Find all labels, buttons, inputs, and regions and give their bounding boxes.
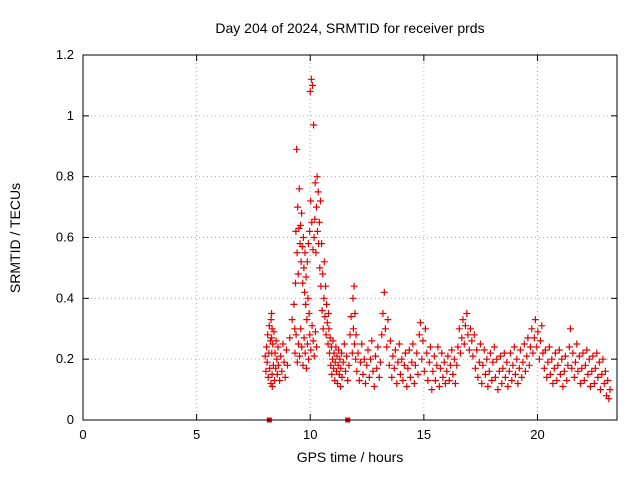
x-tick-label: 0 — [79, 427, 86, 442]
data-points — [261, 75, 614, 423]
x-tick-label: 15 — [417, 427, 431, 442]
x-tick-label: 10 — [303, 427, 317, 442]
y-axis-label: SRMTID / TECUs — [7, 183, 23, 293]
chart-title: Day 204 of 2024, SRMTID for receiver prd… — [215, 20, 484, 36]
y-tick-label: 0.6 — [56, 230, 74, 245]
y-tick-label: 0 — [67, 412, 74, 427]
x-tick-label: 5 — [193, 427, 200, 442]
y-tick-label: 0.4 — [56, 290, 74, 305]
scatter-plus-markers — [261, 75, 614, 403]
tick-labels: 0 5 10 15 20 0 0.2 0.4 0.6 0.8 1 1.2 — [56, 47, 545, 442]
y-tick-label: 1.2 — [56, 47, 74, 62]
tick-marks — [82, 54, 617, 421]
x-axis-label: GPS time / hours — [297, 449, 404, 465]
y-tick-label: 0.2 — [56, 351, 74, 366]
x-tick-label: 20 — [530, 427, 544, 442]
y-tick-label: 1 — [67, 108, 74, 123]
y-tick-label: 0.8 — [56, 169, 74, 184]
